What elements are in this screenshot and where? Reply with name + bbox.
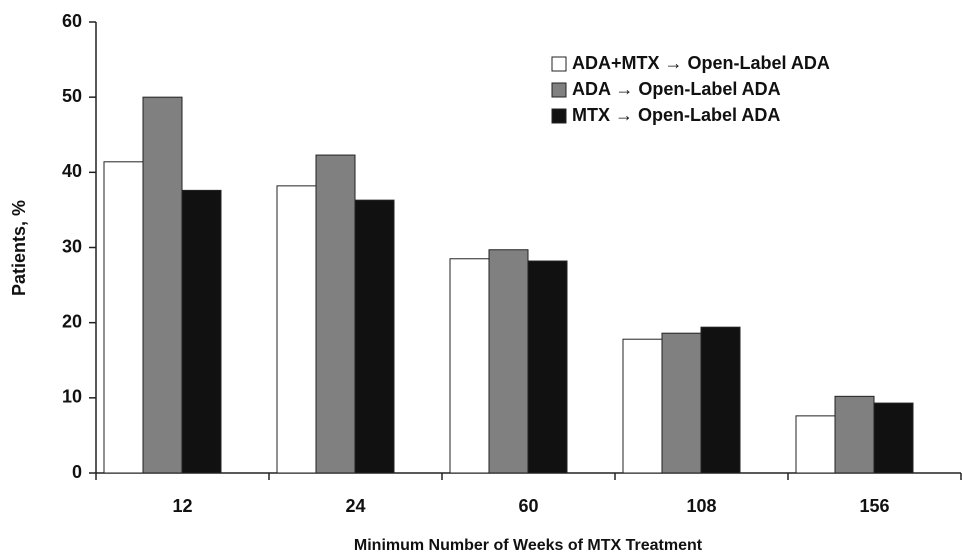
legend-label: ADA+MTX → Open-Label ADA xyxy=(572,53,830,73)
legend-label: MTX → Open-Label ADA xyxy=(572,105,780,125)
bar xyxy=(834,395,875,474)
legend-label: ADA → Open-Label ADA xyxy=(572,79,781,99)
bar xyxy=(103,161,144,474)
bar xyxy=(315,154,356,474)
y-tick-label: 50 xyxy=(62,86,82,106)
bar xyxy=(142,96,183,474)
bar xyxy=(181,189,222,474)
legend-swatch xyxy=(551,82,567,98)
bar xyxy=(661,332,702,474)
bar xyxy=(527,260,568,474)
bar xyxy=(354,199,395,474)
bar xyxy=(488,249,529,474)
bar xyxy=(622,338,663,474)
legend-swatch xyxy=(551,108,567,124)
bar xyxy=(449,258,490,474)
y-tick-label: 60 xyxy=(62,11,82,31)
y-axis-label: Patients, % xyxy=(9,200,29,296)
bar xyxy=(795,415,836,474)
x-tick-label: 108 xyxy=(686,496,716,516)
y-tick-label: 30 xyxy=(62,236,82,256)
y-tick-label: 10 xyxy=(62,387,82,407)
legend-swatch xyxy=(551,56,567,72)
y-tick-label: 20 xyxy=(62,311,82,331)
y-tick-label: 0 xyxy=(72,462,82,482)
y-tick-label: 40 xyxy=(62,161,82,181)
x-tick-label: 156 xyxy=(859,496,889,516)
x-tick-label: 60 xyxy=(518,496,538,516)
x-axis-label: Minimum Number of Weeks of MTX Treatment xyxy=(354,537,703,554)
bar xyxy=(873,402,914,474)
x-tick-label: 12 xyxy=(172,496,192,516)
bar xyxy=(700,326,741,474)
bar xyxy=(276,185,317,474)
x-tick-label: 24 xyxy=(345,496,365,516)
